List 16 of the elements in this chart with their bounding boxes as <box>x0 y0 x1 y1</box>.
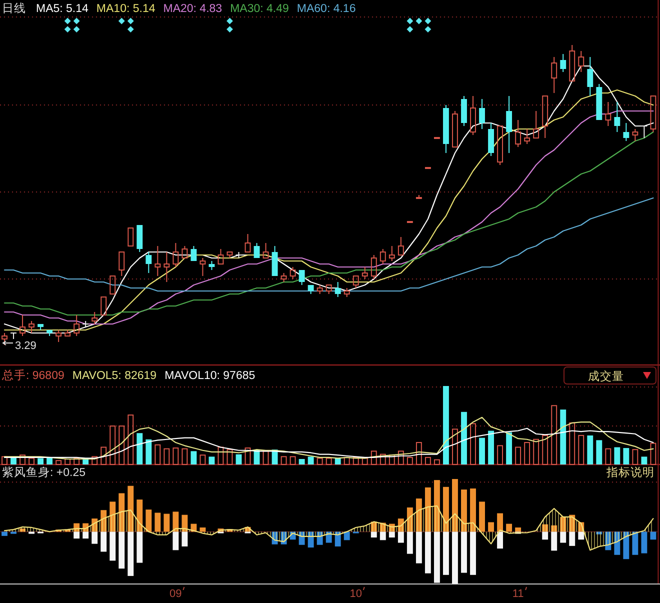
x-tick-label: 09 <box>170 588 182 600</box>
text: 指标说明 <box>606 466 655 479</box>
text: MA60: 4.16 <box>296 3 356 15</box>
text: MA10: 5.14 <box>96 3 156 15</box>
chart-title: 紫风鱼身: +0.25 <box>2 466 86 479</box>
x-tick-label: 11 <box>512 588 524 600</box>
text: MAVOL10: 97685 <box>164 370 256 382</box>
chart-title: 成交量 <box>588 369 624 383</box>
text: MAVOL5: 82619 <box>72 370 157 382</box>
text: MA5: 5.14 <box>36 3 90 15</box>
text: MA20: 4.83 <box>163 3 222 15</box>
chart-title: 日线 <box>2 2 26 15</box>
text: MA30: 4.49 <box>230 3 289 15</box>
text: 总手: 96809 <box>1 368 64 382</box>
annotation: 3.29 <box>15 340 36 352</box>
x-tick-label: 10 <box>350 588 362 600</box>
